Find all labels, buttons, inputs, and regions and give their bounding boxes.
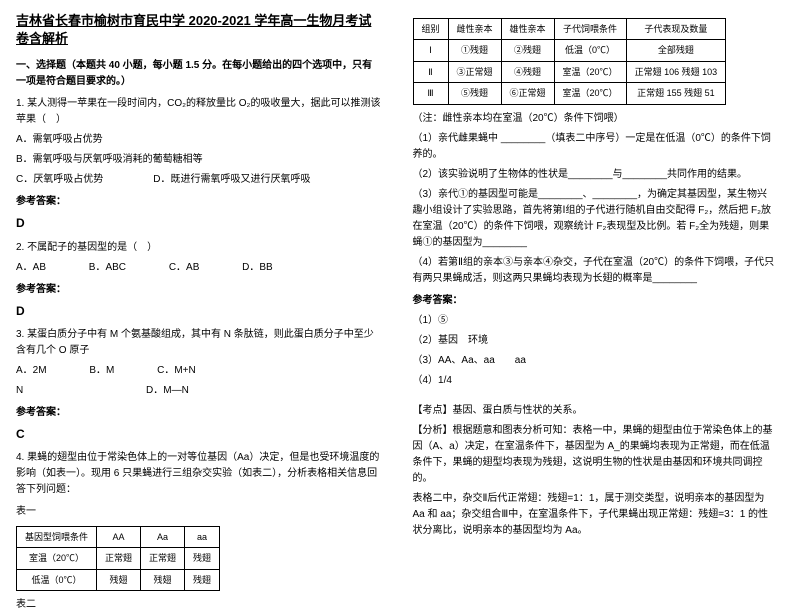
question-1: 1. 某人测得一苹果在一段时间内，CO₂的释放量比 O₂的吸收量大，据此可以推测… [16, 96, 381, 233]
q4-ans3: （3）AA、Aa、aa aa [413, 353, 778, 369]
table-note: （注：雌性亲本均在室温（20℃）条件下饲喂） [413, 111, 778, 127]
q2-optB: B．ABC [89, 260, 126, 276]
q4-sub3: （3）亲代①的基因型可能是________、________，为确定其基因型，某… [413, 187, 778, 251]
analysis-block: 【考点】基因、蛋白质与性状的关系。 【分析】根据题意和图表分析可知：表格一中，果… [413, 403, 778, 539]
q4-answer-label: 参考答案： [413, 293, 778, 309]
q2-answer: D [16, 302, 381, 321]
table-1: 基因型饲喂条件 AA Aa aa 室温（20℃） 正常翅 正常翅 残翅 低温（0… [16, 526, 220, 591]
q2-stem: 2. 不属配子的基因型的是（ ） [16, 240, 381, 256]
q3-answer-label: 参考答案： [16, 405, 381, 421]
q2-answer-label: 参考答案： [16, 282, 381, 298]
q2-optD: D．BB [242, 260, 273, 276]
section-header: 一、选择题（本题共 40 小题，每小题 1.5 分。在每小题给出的四个选项中，只… [16, 58, 381, 90]
q1-optD: D．既进行需氧呼吸又进行厌氧呼吸 [153, 174, 310, 185]
q4-ans1: （1）⑤ [413, 313, 778, 329]
q4-ans2: （2）基因 环境 [413, 333, 778, 349]
q1-answer-label: 参考答案： [16, 194, 381, 210]
q4-sub1: （1）亲代雌果蝇中 ________（填表二中序号）一定是在低温（0℃）的条件下… [413, 131, 778, 163]
question-2: 2. 不属配子的基因型的是（ ） A．AB B．ABC C．AB D．BB 参考… [16, 240, 381, 321]
q3-stem: 3. 某蛋白质分子中有 M 个氨基酸组成，其中有 N 条肽链，则此蛋白质分子中至… [16, 327, 381, 359]
q4-stem: 4. 果蝇的翅型由位于常染色体上的一对等位基因（Aa）决定，但是也受环境温度的影… [16, 450, 381, 498]
exam-title: 吉林省长春市榆树市育民中学 2020-2021 学年高一生物月考试卷含解析 [16, 12, 381, 48]
t1-h3: aa [185, 526, 220, 547]
left-column: 吉林省长春市榆树市育民中学 2020-2021 学年高一生物月考试卷含解析 一、… [0, 0, 397, 561]
t1-h0: 基因型饲喂条件 [17, 526, 97, 547]
q4-sub2: （2）该实验说明了生物体的性状是________与________共同作用的结果… [413, 167, 778, 183]
q3-optA: A．2M [16, 363, 47, 379]
t1-h1: AA [97, 526, 141, 547]
right-column: 组别 雌性亲本 雄性亲本 子代饲喂条件 子代表现及数量 Ⅰ ①残翅 ②残翅 低温… [397, 0, 793, 561]
q2-optC: C．AB [169, 260, 200, 276]
table-2: 组别 雌性亲本 雄性亲本 子代饲喂条件 子代表现及数量 Ⅰ ①残翅 ②残翅 低温… [413, 18, 727, 105]
q3-answer: C [16, 425, 381, 444]
table1-label: 表一 [16, 504, 381, 520]
table2-label: 表二 [16, 597, 381, 613]
q3-optB: B．M [89, 363, 114, 379]
q1-optC: C．厌氧呼吸占优势 [16, 174, 103, 185]
q1-answer: D [16, 214, 381, 233]
analysis-label: 【考点】基因、蛋白质与性状的关系。 [413, 403, 778, 419]
analysis-2: 表格二中，杂交Ⅱ后代正常翅：残翅=1：1，属于测交类型，说明亲本的基因型为 Aa… [413, 491, 778, 539]
q2-optA: A．AB [16, 260, 46, 276]
q1-optB: B．需氧呼吸与厌氧呼吸消耗的葡萄糖相等 [16, 152, 381, 168]
question-3: 3. 某蛋白质分子中有 M 个氨基酸组成，其中有 N 条肽链，则此蛋白质分子中至… [16, 327, 381, 444]
analysis-1: 【分析】根据题意和图表分析可知：表格一中，果蝇的翅型由位于常染色体上的基因（A、… [413, 423, 778, 487]
t1-h2: Aa [141, 526, 185, 547]
q3-optD: D．M—N [146, 383, 189, 399]
question-4: 4. 果蝇的翅型由位于常染色体上的一对等位基因（Aa）决定，但是也受环境温度的影… [16, 450, 381, 613]
q4-sub4: （4）若第Ⅱ组的亲本③与亲本④杂交，子代在室温（20℃）的条件下饲喂，子代只有两… [413, 255, 778, 287]
q1-stem: 1. 某人测得一苹果在一段时间内，CO₂的释放量比 O₂的吸收量大，据此可以推测… [16, 96, 381, 128]
q1-optA: A．需氧呼吸占优势 [16, 132, 381, 148]
q3-optC: C．M+N [157, 363, 196, 379]
q4-ans4: （4）1/4 [413, 373, 778, 389]
